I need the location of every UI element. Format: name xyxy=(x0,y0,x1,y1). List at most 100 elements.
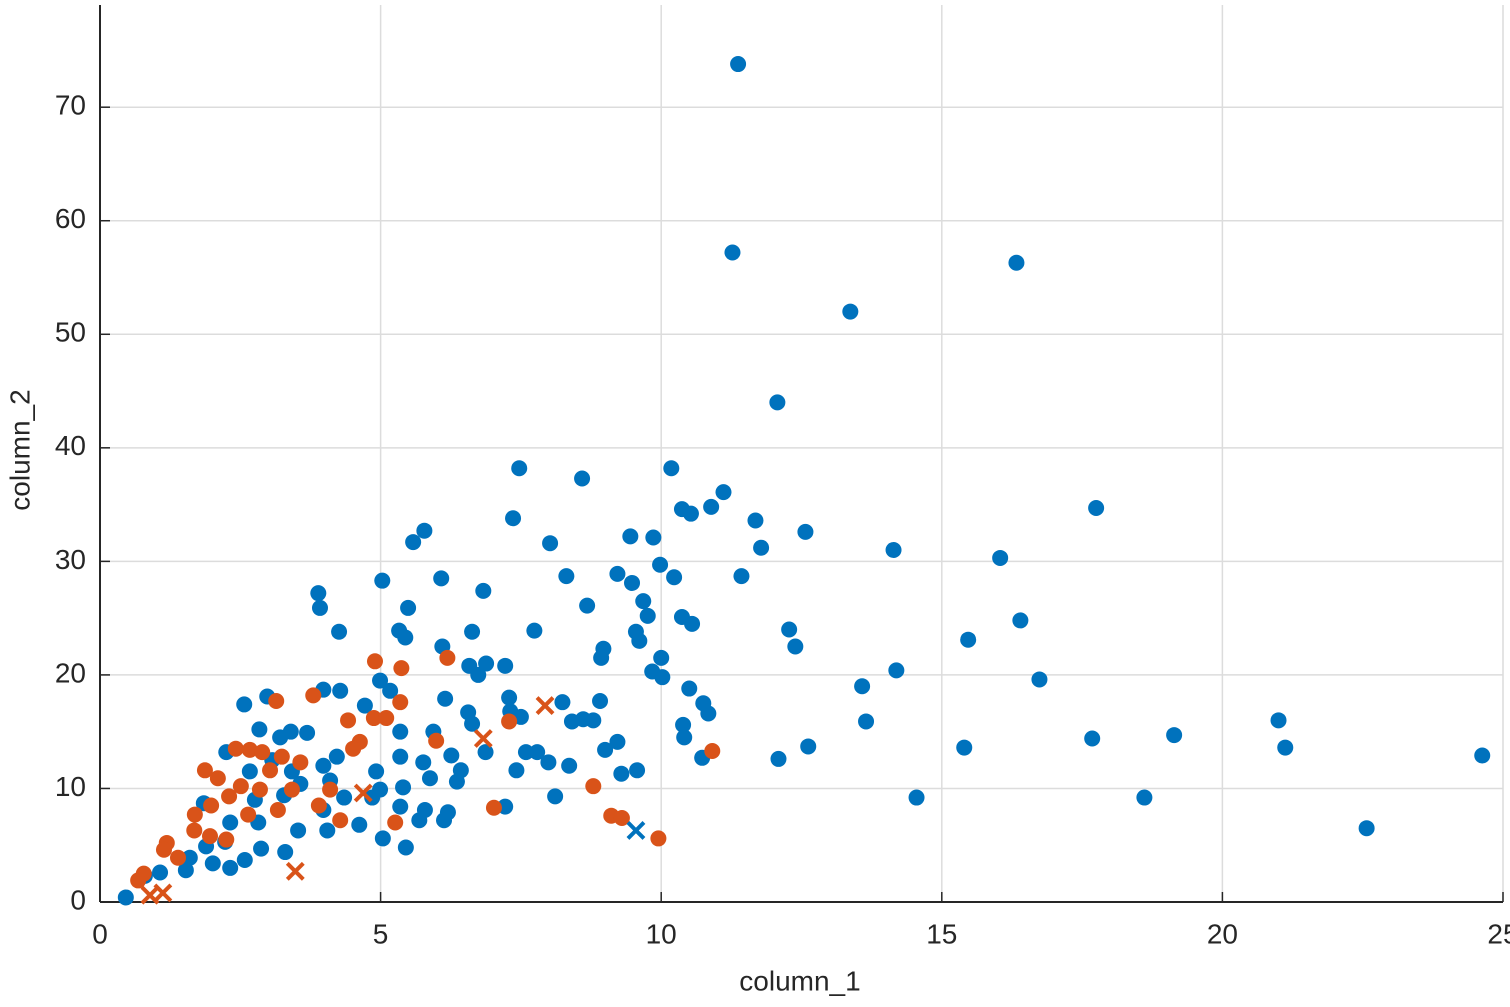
scatter-point xyxy=(1008,254,1025,271)
x-tick-label: 0 xyxy=(92,918,108,949)
x-tick-label: 20 xyxy=(1207,918,1238,949)
y-tick-label: 60 xyxy=(55,203,86,234)
scatter-point xyxy=(992,549,1009,566)
scatter-point xyxy=(888,662,905,679)
scatter-point xyxy=(624,574,641,591)
y-tick-label: 20 xyxy=(55,657,86,688)
scatter-point xyxy=(1031,671,1048,688)
scatter-point xyxy=(724,244,741,261)
scatter-point xyxy=(236,696,253,713)
scatter-point xyxy=(1084,730,1101,747)
scatter-point xyxy=(858,713,875,730)
scatter-point xyxy=(236,851,253,868)
scatter-point xyxy=(1474,747,1491,764)
scatter-point xyxy=(392,694,409,711)
scatter-point xyxy=(411,812,428,829)
scatter-point xyxy=(415,754,432,771)
scatter-point xyxy=(529,744,546,761)
scatter-point xyxy=(374,572,391,589)
scatter-point xyxy=(340,712,357,729)
scatter-point xyxy=(505,510,522,527)
scatter-point xyxy=(181,849,198,866)
scatter-point xyxy=(436,812,453,829)
scatter-point xyxy=(393,660,410,677)
scatter-point xyxy=(787,638,804,655)
scatter-point xyxy=(254,744,271,761)
scatter-point xyxy=(1088,500,1105,517)
scatter-point xyxy=(364,789,381,806)
scatter-point xyxy=(609,733,626,750)
scatter-point xyxy=(448,773,465,790)
scatter-point xyxy=(574,470,591,487)
scatter-point xyxy=(613,765,630,782)
scatter-point xyxy=(273,748,290,765)
scatter-point xyxy=(421,770,438,787)
scatter-point xyxy=(730,56,747,73)
y-tick-label: 70 xyxy=(55,90,86,121)
scatter-point xyxy=(653,649,670,666)
scatter-point xyxy=(405,534,422,551)
scatter-point xyxy=(769,394,786,411)
x-tick-label: 10 xyxy=(646,918,677,949)
scatter-point xyxy=(382,682,399,699)
scatter-point xyxy=(561,757,578,774)
scatter-point xyxy=(585,712,602,729)
scatter-point xyxy=(439,649,456,666)
scatter-point xyxy=(332,682,349,699)
cross-point xyxy=(353,783,373,803)
scatter-point xyxy=(428,732,445,749)
scatter-point xyxy=(542,535,559,552)
scatter-point xyxy=(351,816,368,833)
y-tick-label: 0 xyxy=(70,884,86,915)
scatter-point xyxy=(613,809,630,826)
scatter-point xyxy=(331,623,348,640)
scatter-point xyxy=(397,839,414,856)
scatter-point xyxy=(203,797,220,814)
scatter-point xyxy=(186,822,203,839)
scatter-point xyxy=(227,740,244,757)
scatter-point xyxy=(464,623,481,640)
scatter-point xyxy=(315,757,332,774)
scatter-point xyxy=(511,460,528,477)
y-tick-label: 50 xyxy=(55,317,86,348)
scatter-point xyxy=(842,303,859,320)
scatter-point xyxy=(268,693,285,710)
scatter-point xyxy=(733,568,750,585)
scatter-point xyxy=(209,770,226,787)
scatter-point xyxy=(262,762,279,779)
x-tick-label: 25 xyxy=(1487,918,1510,949)
scatter-point xyxy=(663,460,680,477)
scatter-point xyxy=(800,738,817,755)
scatter-point xyxy=(676,729,693,746)
scatter-point xyxy=(715,484,732,501)
scatter-point xyxy=(650,830,667,847)
scatter-point xyxy=(374,830,391,847)
scatter-point xyxy=(392,723,409,740)
scatter-point xyxy=(485,799,502,816)
scatter-point xyxy=(201,828,218,845)
scatter-point xyxy=(155,841,172,858)
scatter-point xyxy=(387,814,404,831)
scatter-point xyxy=(908,789,925,806)
cross-point xyxy=(535,696,555,715)
scatter-point xyxy=(416,522,433,539)
scatter-point xyxy=(747,512,764,529)
scatter-point xyxy=(277,844,294,861)
scatter-point xyxy=(508,762,525,779)
scatter-point xyxy=(475,582,492,599)
scatter-point xyxy=(558,568,575,585)
scatter-point xyxy=(443,747,460,764)
scatter-point xyxy=(186,806,203,823)
scatter-point xyxy=(272,729,289,746)
scatter-point xyxy=(152,864,169,881)
scatter-point xyxy=(177,862,194,879)
scatter-point xyxy=(365,710,382,727)
scatter-point xyxy=(269,802,286,819)
y-tick-label: 10 xyxy=(55,771,86,802)
scatter-point xyxy=(392,798,409,815)
cross-point xyxy=(153,883,173,903)
scatter-point xyxy=(593,649,610,666)
scatter-point xyxy=(1277,739,1294,756)
scatter-point xyxy=(117,889,134,906)
scatter-point xyxy=(592,693,609,710)
